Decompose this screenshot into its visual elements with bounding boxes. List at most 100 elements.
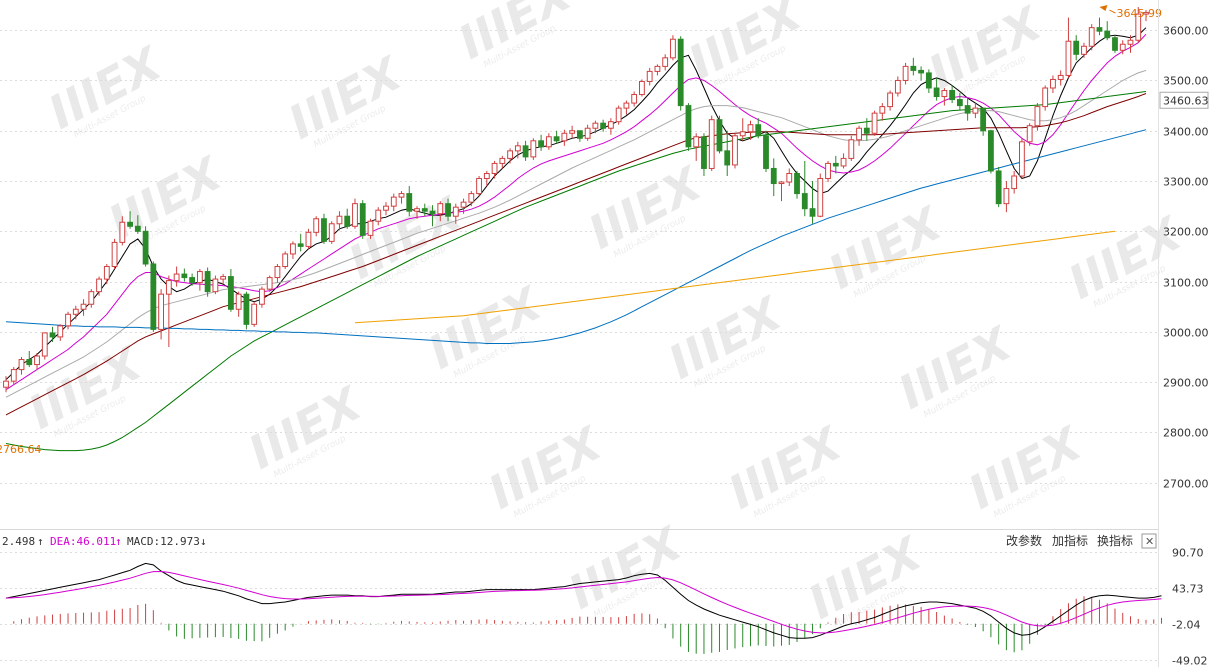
candle-body <box>212 278 219 293</box>
candle-body <box>507 150 513 159</box>
candle <box>747 120 754 140</box>
candle-body <box>716 119 723 152</box>
candle-body <box>437 203 444 215</box>
candle <box>918 66 925 81</box>
candle <box>220 274 227 285</box>
high-annotation-leader <box>1109 9 1116 14</box>
candle-body <box>96 278 102 293</box>
candle <box>119 216 126 246</box>
ma-line <box>5 129 1147 344</box>
candle-body <box>670 38 676 59</box>
candle-body <box>49 332 56 338</box>
candle <box>507 148 513 164</box>
candle-body <box>1081 45 1087 55</box>
add-indicator-button[interactable]: 加指标 <box>1052 533 1088 548</box>
candle <box>235 291 242 317</box>
candle <box>1003 181 1010 213</box>
candle <box>832 155 839 174</box>
candle-body <box>522 145 529 158</box>
candle-body <box>375 209 382 222</box>
candle <box>134 215 141 234</box>
macd-y-tick-label: -49.02 <box>1172 655 1207 667</box>
candle-body <box>34 355 40 366</box>
candle-body <box>491 162 498 174</box>
candle <box>57 324 64 341</box>
candle-body <box>80 303 87 310</box>
candle <box>980 107 987 136</box>
candle <box>150 261 157 332</box>
candle-body <box>615 107 622 123</box>
candle-body <box>290 243 296 255</box>
candle-body <box>1135 13 1142 41</box>
dif-value: 2.498 <box>2 535 35 548</box>
change-params-button[interactable]: 改参数 <box>1006 533 1042 548</box>
candle <box>189 273 196 286</box>
candle <box>693 133 700 161</box>
candle-body <box>297 243 304 247</box>
candle <box>1104 21 1111 41</box>
candle-body <box>794 172 800 195</box>
candle <box>801 160 808 217</box>
candle-body <box>840 157 847 167</box>
candle-body <box>1127 39 1134 45</box>
candle <box>1127 35 1134 53</box>
candle <box>375 207 382 226</box>
candle <box>274 264 281 283</box>
candle <box>1088 24 1095 51</box>
candle-body <box>1143 12 1149 15</box>
candle <box>708 115 715 171</box>
candle-body <box>1088 27 1095 47</box>
candle-body <box>243 293 250 325</box>
candle <box>49 326 56 342</box>
candle-body <box>514 145 521 152</box>
candle <box>1034 103 1041 131</box>
candle-body <box>336 215 343 225</box>
candle-body <box>623 102 630 109</box>
candle <box>103 264 110 285</box>
candle-body <box>88 291 95 305</box>
candle-body <box>863 127 870 134</box>
candle <box>840 153 847 169</box>
candle <box>755 118 762 139</box>
candle <box>902 62 909 85</box>
candle <box>227 269 234 312</box>
candle <box>786 168 793 187</box>
candle <box>88 289 95 308</box>
candle-body <box>165 280 172 295</box>
candle <box>623 100 630 115</box>
candle <box>639 79 645 97</box>
candle-body <box>103 266 110 280</box>
candle-body <box>809 208 816 217</box>
candle-body <box>1104 30 1111 39</box>
candle <box>724 130 731 176</box>
candle-body <box>429 210 436 215</box>
candle <box>1050 75 1056 94</box>
candle <box>290 241 296 259</box>
candle <box>383 202 389 216</box>
candle <box>452 203 459 224</box>
candle <box>1135 7 1142 43</box>
candle-body <box>1096 27 1103 32</box>
candle-body <box>235 293 242 310</box>
candle-body <box>553 136 560 142</box>
candle <box>173 266 180 287</box>
candle <box>266 275 273 292</box>
candlestick-series <box>3 7 1149 393</box>
candle-body <box>677 38 684 107</box>
candle <box>196 269 203 291</box>
candle <box>685 103 692 151</box>
candle <box>592 120 599 134</box>
candle <box>514 141 521 159</box>
candle-body <box>445 203 451 217</box>
candle <box>476 176 482 197</box>
candle <box>600 119 607 132</box>
candle <box>65 311 71 330</box>
close-indicator-button[interactable] <box>1141 533 1157 549</box>
switch-indicator-button[interactable]: 换指标 <box>1097 533 1133 548</box>
candle <box>1011 170 1018 194</box>
macd-y-tick-label: -2.04 <box>1172 619 1200 632</box>
